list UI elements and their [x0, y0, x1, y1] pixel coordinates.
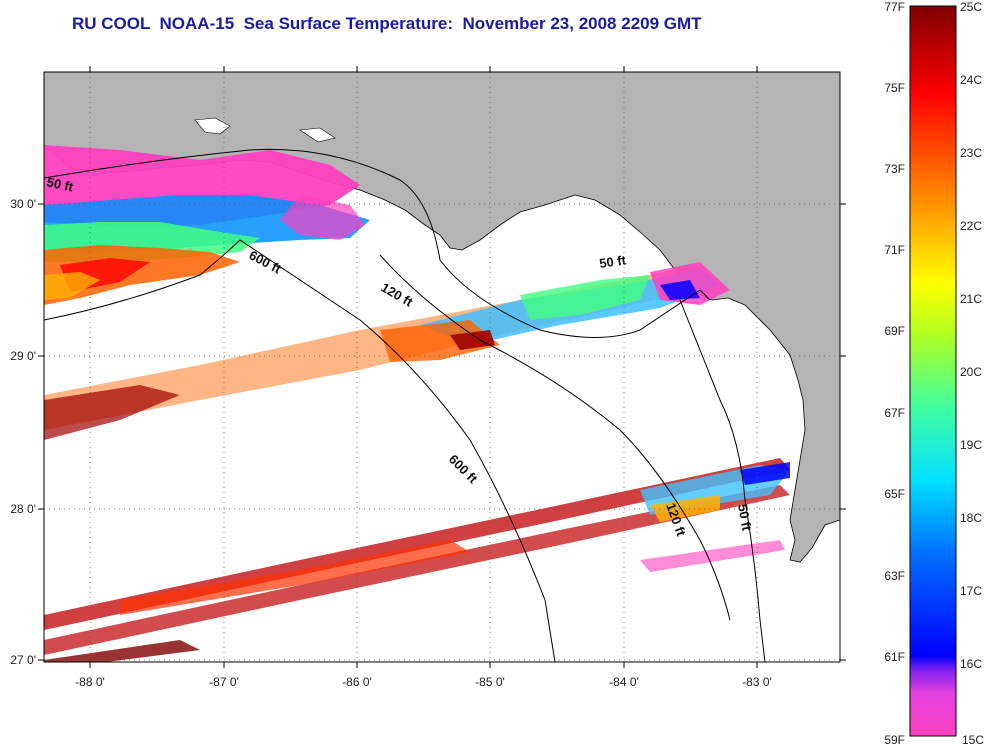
- lat-label: 27 0': [10, 653, 36, 667]
- cb-c-label: 20C: [960, 365, 982, 379]
- cb-f-label: 75F: [884, 81, 905, 95]
- lon-label: -86 0': [342, 675, 372, 689]
- bay-outline: [194, 117, 336, 143]
- tick-marks: [38, 66, 846, 668]
- cb-f-label: 71F: [884, 243, 905, 257]
- cb-c-label: 16C: [960, 657, 982, 671]
- cb-f-label: 63F: [884, 569, 905, 583]
- lat-label: 30 0': [10, 197, 36, 211]
- lat-label: 29 0': [10, 349, 36, 363]
- cb-c-label: 21C: [960, 292, 982, 306]
- lat-label: 28 0': [10, 502, 36, 516]
- contour-label: 50 ft: [45, 174, 75, 194]
- lon-label: -83 0': [742, 675, 772, 689]
- cb-f-label: 67F: [884, 406, 905, 420]
- graticule: [44, 72, 840, 662]
- map-title: RU COOL NOAA-15 Sea Surface Temperature:…: [72, 14, 702, 33]
- sst-swaths: [44, 145, 790, 662]
- cb-c-label: 24C: [960, 73, 982, 87]
- lon-label: -87 0': [209, 675, 239, 689]
- lon-label: -88 0': [75, 675, 105, 689]
- cb-c-label: 19C: [960, 438, 982, 452]
- map-frame: [43, 71, 841, 663]
- cb-c-label: 18C: [960, 511, 982, 525]
- cb-f-label: 73F: [884, 162, 905, 176]
- contour-label: 50 ft: [598, 252, 627, 271]
- cb-c-label: 22C: [960, 219, 982, 233]
- cb-c-label: 17C: [960, 584, 982, 598]
- cb-f-label: 69F: [884, 324, 905, 338]
- colorbar-fahrenheit-labels: 77F 75F 73F 71F 69F 67F 65F 63F 61F 59F: [884, 0, 905, 747]
- cb-f-label: 77F: [884, 0, 905, 14]
- lon-label: -84 0': [609, 675, 639, 689]
- lon-label: -85 0': [475, 675, 505, 689]
- cb-f-label: 59F: [884, 733, 905, 747]
- cb-c-label: 25C: [960, 0, 982, 14]
- cb-f-label: 65F: [884, 487, 905, 501]
- colorbar-celsius-labels: 25C 24C 23C 22C 21C 20C 19C 18C 17C 16C …: [960, 0, 984, 747]
- cb-c-label: 15C: [962, 733, 984, 747]
- cb-f-label: 61F: [884, 650, 905, 664]
- bathymetry-contours: [44, 148, 766, 662]
- colorbar: [909, 5, 957, 737]
- cb-c-label: 23C: [960, 146, 982, 160]
- contour-label: 50 ft: [735, 503, 755, 533]
